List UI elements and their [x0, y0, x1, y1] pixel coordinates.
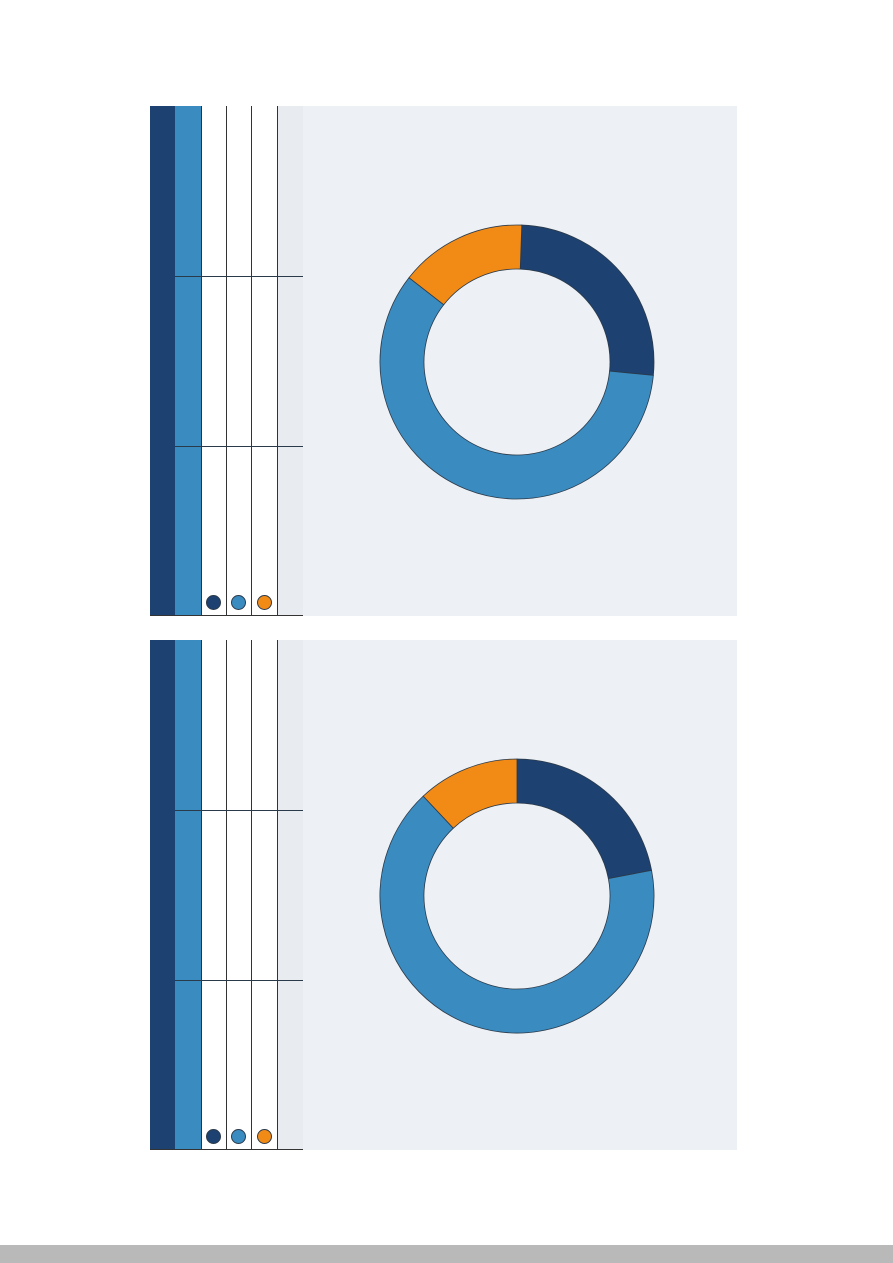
blue-dot-icon — [231, 1129, 246, 1144]
table-column-3 — [251, 640, 276, 1149]
donut-chart-2 — [379, 758, 655, 1034]
donut-slice-2 — [379, 795, 655, 1034]
navy-dot-icon — [206, 1129, 221, 1144]
donut-chart-area-2 — [303, 640, 737, 1150]
table-column-2 — [226, 640, 251, 1149]
table-column-navy — [150, 640, 175, 1149]
table-column-2 — [226, 106, 251, 615]
donut-slice-2 — [379, 277, 654, 500]
table-column-blue — [175, 106, 201, 615]
table-divider — [175, 980, 303, 981]
side-table-1 — [150, 106, 303, 616]
chart-panel-1 — [150, 106, 737, 616]
chart-panel-2 — [150, 640, 737, 1150]
table-column-1 — [201, 106, 226, 615]
table-column-grey — [277, 106, 303, 615]
table-column-blue — [175, 640, 201, 1149]
table-divider — [175, 446, 303, 447]
donut-slice-3 — [422, 758, 518, 829]
table-divider — [175, 810, 303, 811]
donut-slice-1 — [519, 224, 655, 376]
table-divider — [175, 276, 303, 277]
table-column-grey — [277, 640, 303, 1149]
orange-dot-icon — [257, 1129, 272, 1144]
table-column-navy — [150, 106, 175, 615]
footer-bar — [0, 1245, 893, 1263]
orange-dot-icon — [257, 595, 272, 610]
navy-dot-icon — [206, 595, 221, 610]
donut-slice-1 — [516, 758, 653, 880]
donut-chart-1 — [379, 224, 655, 500]
side-table-2 — [150, 640, 303, 1150]
donut-slice-3 — [408, 224, 523, 306]
table-column-3 — [251, 106, 276, 615]
donut-chart-area-1 — [303, 106, 737, 616]
blue-dot-icon — [231, 595, 246, 610]
table-column-1 — [201, 640, 226, 1149]
